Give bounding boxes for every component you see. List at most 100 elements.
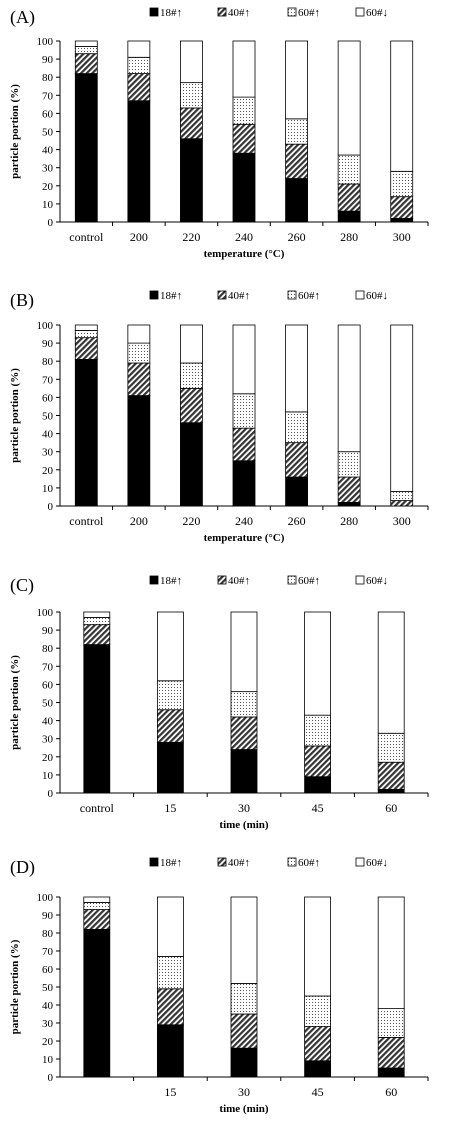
y-tick-label: 50	[42, 127, 54, 139]
legend-swatch	[287, 290, 297, 300]
bar-segment	[390, 40, 414, 172]
bar-segment	[390, 500, 414, 507]
y-tick-label: 60	[42, 964, 54, 976]
bar-segment	[230, 611, 258, 693]
y-tick-label: 50	[42, 698, 54, 710]
bar-segment	[304, 1060, 332, 1078]
chart-panel-2: (C) 18#↑ 40#↑ 60#↑ 60#↓ 0 10 20 30 40 50 60 70 80 90 10…	[9, 575, 429, 831]
bar-segment	[337, 476, 361, 503]
legend-label: 18#↑	[160, 857, 182, 869]
bar-segment	[304, 896, 332, 997]
legend-label: 40#↑	[228, 575, 250, 587]
bar-segment	[230, 749, 258, 794]
y-tick-label: 60	[42, 108, 54, 120]
bar-segment	[156, 956, 184, 990]
legend-swatch	[355, 857, 365, 867]
y-tick-label: 60	[42, 392, 54, 404]
bar-segment	[377, 611, 405, 734]
bar-segment	[285, 324, 308, 413]
x-tick-label: 60	[385, 801, 397, 815]
bar-segment	[377, 732, 405, 763]
bar-segment	[232, 427, 256, 462]
bar-segment	[285, 442, 308, 478]
bar-segment	[304, 714, 332, 747]
y-tick-label: 10	[42, 199, 54, 211]
y-tick-label: 30	[42, 1018, 54, 1030]
y-tick-label: 20	[42, 181, 54, 193]
y-tick-label: 70	[42, 946, 54, 958]
y-tick-label: 40	[42, 429, 54, 441]
bar-segment	[230, 1013, 258, 1049]
x-tick-label: 30	[238, 1085, 250, 1099]
y-tick-label: 40	[42, 716, 54, 728]
bar-segment	[127, 40, 151, 58]
bar-segment	[127, 100, 151, 223]
y-tick-label: 60	[42, 679, 54, 691]
y-tick-label: 50	[42, 982, 54, 994]
y-tick-label: 80	[42, 643, 54, 655]
y-tick-label: 80	[42, 72, 54, 84]
bar-segment	[232, 460, 256, 507]
bar-segment	[74, 73, 98, 223]
legend-label: 60#↓	[366, 575, 388, 587]
bar-segment	[337, 154, 361, 185]
bar-segment	[180, 362, 203, 389]
bar-segment	[377, 1067, 405, 1078]
bar-segment	[83, 909, 111, 930]
bar-segment	[83, 929, 111, 1078]
bar-segment	[230, 691, 258, 718]
bar-segment	[180, 107, 203, 140]
x-tick-label: 260	[288, 514, 306, 528]
bar-segment	[390, 170, 414, 198]
x-axis-title: temperature (°C)	[204, 532, 285, 544]
legend-label: 60#↑	[298, 7, 320, 19]
bar-segment	[83, 624, 111, 645]
bar-segment	[230, 716, 258, 750]
y-tick-label: 0	[48, 1072, 54, 1084]
bar-segment	[285, 118, 308, 145]
bar-segment	[337, 40, 361, 156]
bar-segment	[180, 82, 203, 109]
bar-segment	[304, 611, 332, 716]
legend-swatch	[355, 575, 365, 585]
bar-segment	[74, 40, 98, 47]
legend-label: 60#↓	[366, 290, 388, 302]
x-tick-label: control	[80, 801, 115, 815]
y-tick-label: 100	[37, 892, 54, 904]
y-tick-label: 10	[42, 1054, 54, 1066]
x-tick-label: 30	[238, 801, 250, 815]
bar-segment	[337, 210, 361, 223]
legend-swatch	[217, 7, 227, 17]
x-tick-label: 60	[385, 1085, 397, 1099]
bar-segment	[180, 40, 203, 84]
bar-segment	[304, 1026, 332, 1062]
panel-label: (D)	[10, 857, 35, 878]
bar-segment	[156, 896, 184, 957]
x-tick-label: 200	[130, 230, 148, 244]
bar-segment	[74, 330, 98, 339]
bar-segment	[156, 741, 184, 794]
x-tick-label: 200	[130, 514, 148, 528]
bar-segment	[390, 324, 414, 492]
legend-swatch	[355, 290, 365, 300]
bar-segment	[377, 1008, 405, 1038]
bar-segment	[83, 902, 111, 911]
bar-segment	[232, 152, 256, 223]
x-tick-label: 15	[164, 801, 176, 815]
bar-segment	[304, 995, 332, 1028]
chart-panel-0: (A) 18#↑ 40#↑ 60#↑ 60#↓ 0 10 20 30 40 50 60 70 80 90 10…	[9, 7, 429, 260]
y-tick-label: 20	[42, 465, 54, 477]
legend-label: 18#↑	[160, 290, 182, 302]
bar-segment	[180, 422, 203, 507]
y-axis-title: particle portion (%)	[9, 368, 21, 463]
y-tick-label: 70	[42, 374, 54, 386]
bar-segment	[304, 745, 332, 778]
bar-segment	[377, 761, 405, 790]
x-tick-label: 15	[164, 1085, 176, 1099]
bar-segment	[156, 611, 184, 682]
legend-swatch	[149, 290, 159, 300]
y-tick-label: 90	[42, 54, 54, 66]
x-tick-label: 45	[312, 801, 324, 815]
x-axis-title: time (min)	[219, 1103, 269, 1115]
